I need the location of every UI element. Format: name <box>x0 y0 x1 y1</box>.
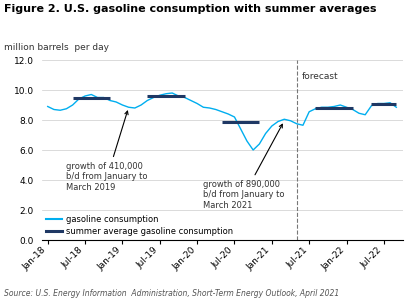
Text: growth of 410,000
b/d from January to
March 2019: growth of 410,000 b/d from January to Ma… <box>66 111 148 192</box>
Text: growth of 890,000
b/d from January to
March 2021: growth of 890,000 b/d from January to Ma… <box>203 124 285 210</box>
Text: million barrels  per day: million barrels per day <box>4 44 109 52</box>
Legend: gasoline consumption, summer average gasoline consumption: gasoline consumption, summer average gas… <box>46 215 234 236</box>
Text: Figure 2. U.S. gasoline consumption with summer averages: Figure 2. U.S. gasoline consumption with… <box>4 4 377 14</box>
Text: forecast: forecast <box>302 72 338 81</box>
Text: Source: U.S. Energy Information  Administration, Short-Term Energy Outlook, Apri: Source: U.S. Energy Information Administ… <box>4 290 339 298</box>
